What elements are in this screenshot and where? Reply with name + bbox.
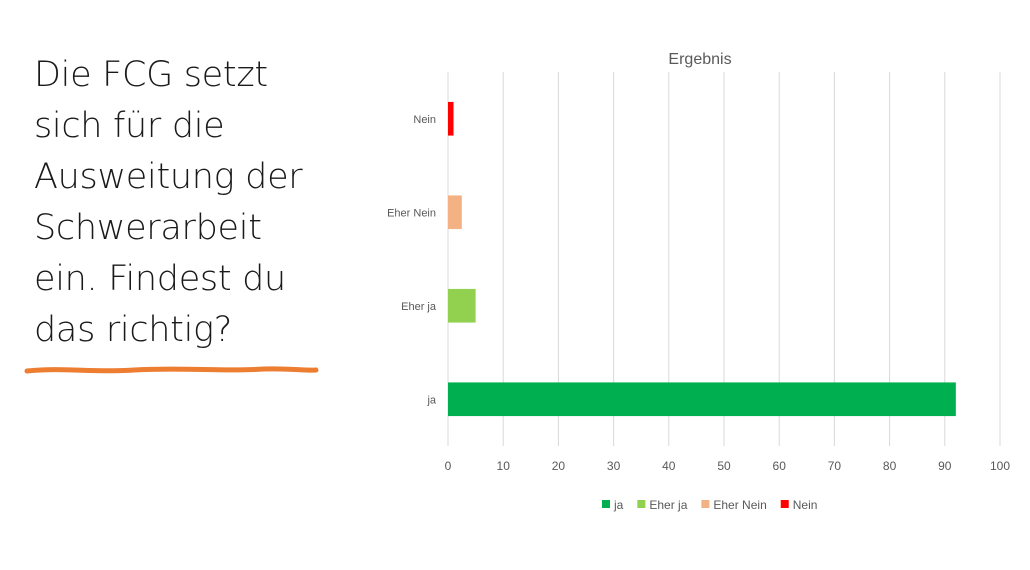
decorative-underline (24, 366, 319, 374)
question-line-3: Ausweitung der (34, 157, 303, 197)
bar-eher-nein (448, 195, 462, 230)
legend-swatch (602, 500, 610, 508)
x-tick-label: 20 (552, 459, 566, 473)
question-line-2: sich für die (34, 106, 225, 146)
question-line-5: ein. Findest du (34, 259, 286, 299)
bar-ja (448, 382, 956, 417)
legend-entry: Eher Nein (713, 498, 766, 512)
legend-swatch (701, 500, 710, 508)
slide-question: Die FCG setzt sich für die Ausweitung de… (34, 50, 344, 356)
chart-title: Ergebnis (668, 51, 731, 68)
chart-category-labels: ja Eher ja Eher Nein Nein (387, 114, 437, 407)
category-label: Nein (413, 114, 436, 126)
bar-nein (448, 101, 454, 136)
category-label: Eher ja (401, 301, 437, 313)
x-tick-label: 10 (497, 459, 511, 473)
x-tick-label: 30 (607, 459, 621, 473)
category-label: Eher Nein (387, 207, 436, 219)
x-tick-label: 40 (662, 459, 676, 473)
legend-swatch (780, 500, 789, 508)
x-tick-label: 80 (883, 459, 897, 473)
legend-swatch (637, 500, 646, 508)
x-tick-label: 0 (445, 459, 452, 473)
chart-tick-labels: 0 10 20 30 40 50 60 70 80 90 100 (445, 459, 1011, 473)
x-tick-label: 100 (990, 459, 1010, 473)
bar-eher-ja (448, 288, 476, 323)
legend-entry: Eher ja (649, 498, 687, 512)
x-tick-label: 90 (938, 459, 952, 473)
legend-entry: Nein (793, 498, 818, 512)
category-label: ja (426, 394, 436, 406)
question-line-6: das richtig? (34, 310, 232, 350)
question-line-4: Schwerarbeit (34, 208, 262, 248)
x-tick-label: 50 (717, 459, 731, 473)
x-tick-label: 70 (828, 459, 842, 473)
legend-entry: ja (613, 498, 624, 512)
question-line-1: Die FCG setzt (34, 55, 268, 95)
chart-legend: ja Eher ja Eher Nein Nein (602, 498, 817, 512)
x-tick-label: 60 (773, 459, 787, 473)
chart-bars (448, 101, 956, 417)
